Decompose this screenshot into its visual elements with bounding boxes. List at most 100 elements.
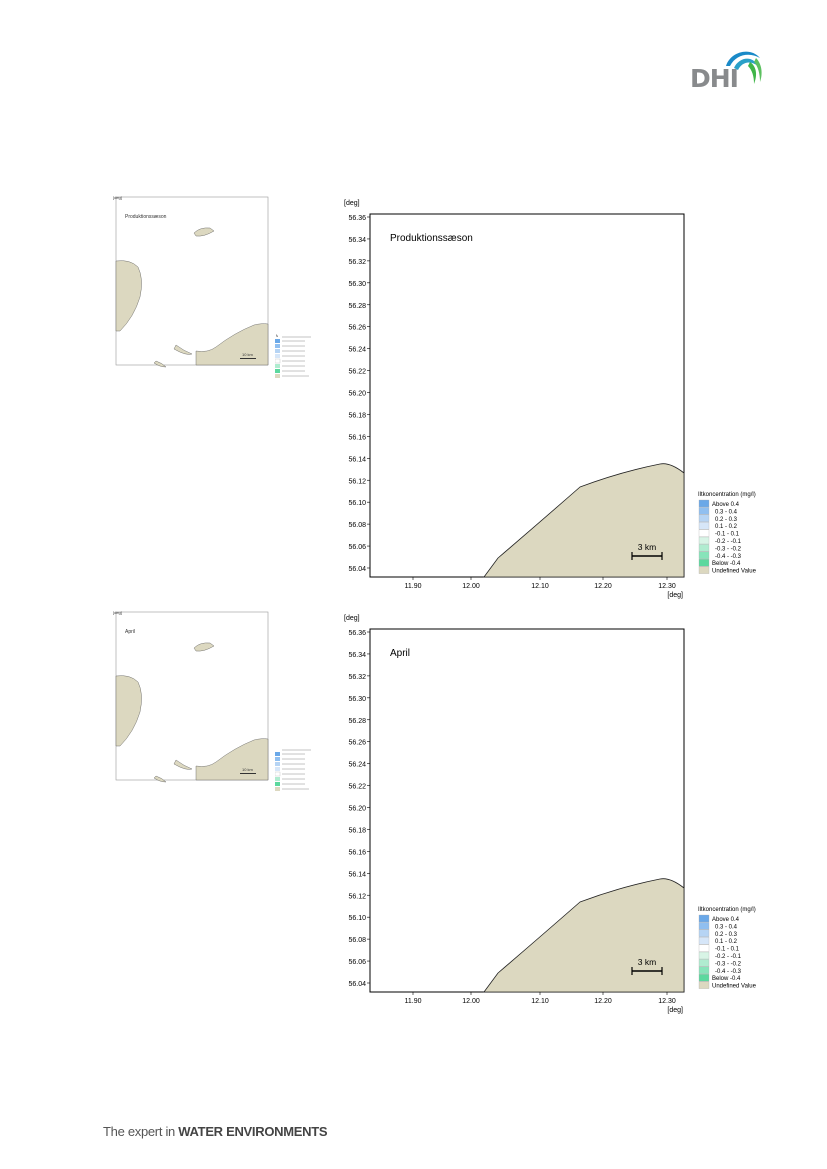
y-tick-label: 56.22	[348, 369, 366, 376]
legend-label: -0.2 - -0.1	[715, 539, 742, 545]
x-tick-label: 12.20	[594, 998, 612, 1005]
legend-label: -0.3 - -0.2	[715, 546, 742, 552]
y-tick-label: 56.04	[348, 566, 366, 573]
thumbnail-legend-2	[275, 749, 311, 791]
legend-swatch	[698, 536, 710, 545]
svg-text:10 km: 10 km	[242, 767, 254, 772]
y-tick-label: 56.26	[348, 325, 366, 332]
legend-label: -0.1 - 0.1	[715, 532, 740, 538]
map-title: April	[390, 648, 410, 659]
y-tick-label: 56.32	[348, 674, 366, 681]
main-map-1: [deg] 56.36 56.34 56.32 56.30 56.28 56.26 56.24…	[344, 200, 757, 599]
y-tick-label: 56.32	[348, 259, 366, 266]
y-tick-label: 56.18	[348, 827, 366, 834]
x-tick-label: 12.30	[658, 583, 676, 590]
svg-text:[deg]: [deg]	[113, 195, 122, 200]
footer-prefix: The expert in	[103, 1124, 175, 1139]
x-tick-label: 12.30	[658, 998, 676, 1005]
y-tick-label: 56.18	[348, 412, 366, 419]
thumbnail-title: Produktionssæson	[125, 214, 167, 220]
y-tick-label: 56.36	[348, 215, 366, 222]
thumbnail-map-1: [deg] Produktionssæson 10 km Mean	[113, 195, 278, 368]
x-tick-label: 12.00	[462, 998, 480, 1005]
legend-label: 0.2 - 0.3	[715, 517, 738, 523]
land-area	[483, 463, 685, 578]
legend-label: Undefined Value	[712, 984, 757, 990]
legend-label: -0.4 - -0.3	[715, 969, 742, 975]
legend-swatch	[698, 974, 710, 982]
legend-label: -0.3 - -0.2	[715, 961, 742, 967]
y-tick-label: 56.28	[348, 718, 366, 725]
legend-swatch	[698, 951, 710, 960]
legend-swatch	[698, 937, 710, 945]
y-tick-label: 56.30	[348, 281, 366, 288]
legend-swatch	[698, 499, 710, 508]
svg-text:[deg]: [deg]	[113, 610, 122, 615]
y-tick-label: 56.24	[348, 762, 366, 769]
y-tick-label: 56.20	[348, 806, 366, 813]
legend-swatch	[698, 514, 710, 522]
y-tick-label: 56.34	[348, 237, 366, 244]
y-tick-label: 56.14	[348, 871, 366, 878]
legend-swatch	[698, 522, 710, 530]
logo-text: DHI	[690, 64, 739, 93]
svg-text:10 km: 10 km	[242, 352, 254, 357]
main-map-2: [deg] 56.36 56.34 56.32 56.30 56.28 56.26 56.24…	[344, 615, 757, 1014]
legend-title: Iltkoncentration (mg/l)	[698, 492, 756, 498]
legend-swatch	[698, 966, 710, 974]
y-tick-label: 56.08	[348, 937, 366, 944]
y-tick-label: 56.30	[348, 696, 366, 703]
y-tick-label: 56.36	[348, 630, 366, 637]
y-tick-label: 56.06	[348, 959, 366, 966]
legend-swatch	[698, 551, 710, 559]
y-unit-label: [deg]	[344, 200, 360, 207]
legend-label: -0.2 - -0.1	[715, 954, 742, 960]
y-tick-label: 56.14	[348, 456, 366, 463]
legend-label: 0.3 - 0.4	[715, 924, 738, 930]
y-tick-label: 56.16	[348, 849, 366, 856]
y-tick-label: 56.10	[348, 500, 366, 507]
legend-swatch	[698, 559, 710, 567]
thumbnail-title: April	[125, 629, 135, 635]
legend-label: 0.3 - 0.4	[715, 509, 738, 515]
legend-swatch	[698, 529, 710, 537]
y-tick-label: 56.26	[348, 740, 366, 747]
legend-swatch	[698, 507, 710, 515]
legend-swatch	[698, 544, 710, 552]
y-tick-label: 56.16	[348, 434, 366, 441]
legend-label: -0.1 - 0.1	[715, 947, 740, 953]
legend-label: Below -0.4	[712, 976, 741, 982]
x-tick-label: 12.20	[594, 583, 612, 590]
scale-label: 3 km	[638, 957, 656, 967]
thumbnail-map-2: [deg] April 10 km	[113, 610, 269, 783]
y-tick-label: 56.24	[348, 347, 366, 354]
legend-label: 0.2 - 0.3	[715, 932, 738, 938]
y-tick-label: 56.28	[348, 303, 366, 310]
legend-swatch	[698, 566, 710, 574]
legend-label: 0.1 - 0.2	[715, 939, 738, 945]
footer-tagline: The expert in WATER ENVIRONMENTS	[103, 1124, 328, 1139]
footer-emphasis: WATER ENVIRONMENTS	[178, 1124, 328, 1139]
y-tick-label: 56.12	[348, 893, 366, 900]
dhi-logo: DHI	[690, 44, 770, 94]
land-area	[483, 878, 685, 993]
x-unit-label: [deg]	[667, 1007, 683, 1014]
legend-title: Iltkoncentration (mg/l)	[698, 907, 756, 913]
y-tick-label: 56.04	[348, 981, 366, 988]
legend-swatch	[698, 981, 710, 989]
legend-label: Above 0.4	[712, 502, 740, 508]
svg-text:Mean: Mean	[276, 334, 278, 338]
x-tick-label: 11.90	[405, 583, 422, 590]
x-unit-label: [deg]	[667, 592, 683, 599]
legend-label: 0.1 - 0.2	[715, 524, 738, 530]
legend-label: Undefined Value	[712, 569, 757, 575]
legend-swatch	[698, 929, 710, 937]
legend-label: -0.4 - -0.3	[715, 554, 742, 560]
y-tick-label: 56.22	[348, 784, 366, 791]
y-tick-label: 56.34	[348, 652, 366, 659]
y-tick-label: 56.12	[348, 478, 366, 485]
legend-swatch	[698, 922, 710, 930]
y-tick-label: 56.20	[348, 391, 366, 398]
legend-swatch	[698, 944, 710, 952]
y-tick-label: 56.10	[348, 915, 366, 922]
